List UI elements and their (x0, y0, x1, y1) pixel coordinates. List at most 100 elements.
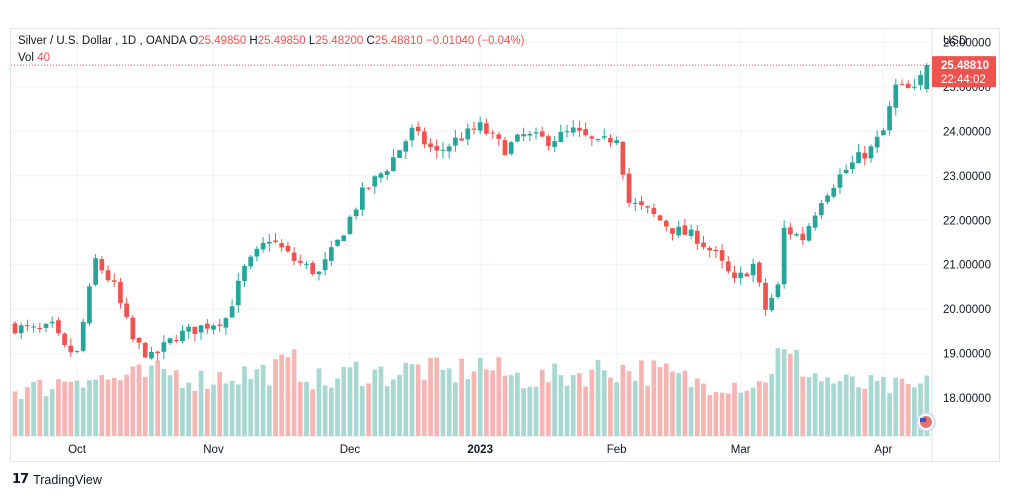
volume-bar (415, 364, 421, 436)
volume-bar (378, 366, 384, 436)
candle-body (74, 350, 80, 352)
candle-body (217, 324, 223, 326)
chart-legend-ohlc: Silver / U.S. Dollar , 1D , OANDA O25.49… (18, 35, 524, 47)
candle-body (266, 241, 272, 244)
volume-bar (130, 366, 136, 436)
candle-body (173, 339, 179, 342)
candle-body (787, 227, 793, 235)
volume-bar (800, 376, 806, 436)
candle-body (434, 145, 440, 151)
candle-body (521, 134, 526, 137)
volume-bar (812, 373, 818, 436)
candle-body (868, 146, 874, 159)
candle-body (725, 261, 731, 272)
tradingview-brand[interactable]: 17 TradingView (12, 472, 102, 487)
volume-bar (477, 357, 483, 436)
volume-bar (25, 387, 30, 436)
vol-label: Vol (18, 52, 34, 64)
volume-bar (905, 383, 911, 436)
candle-body (850, 162, 855, 170)
candle-body (490, 132, 495, 134)
volume-bar (56, 379, 61, 436)
candle-body (881, 130, 886, 136)
candle-body (384, 170, 390, 175)
volume-bar (173, 370, 179, 436)
candle-body (43, 323, 49, 328)
volume-bar (204, 388, 210, 436)
candle-body (626, 173, 632, 203)
candle-body (62, 333, 67, 346)
volume-bar (428, 357, 433, 436)
candle-body (248, 256, 254, 267)
volume-bar (899, 378, 905, 436)
volume-bar (372, 369, 378, 436)
time-tick-label: Dec (340, 444, 361, 456)
volume-bar (434, 357, 440, 436)
candle-body (632, 202, 638, 204)
chart-frame[interactable] (10, 28, 1000, 462)
volume-bar (502, 375, 508, 436)
volume-bar (471, 371, 477, 436)
candle-body (775, 284, 781, 297)
volume-bar (74, 380, 80, 436)
candle-body (304, 263, 309, 265)
volume-bar (608, 377, 613, 436)
volume-bar (180, 387, 185, 436)
volume-bar (713, 392, 719, 436)
candle-body (750, 263, 756, 276)
volume-bar (248, 378, 254, 436)
volume-bar (409, 364, 415, 436)
chart-legend-volume: Vol 40 (18, 52, 50, 64)
candle-body (422, 131, 427, 145)
candle-body (341, 235, 347, 242)
candle-body (273, 240, 278, 242)
candle-body (546, 136, 551, 146)
candle-body (595, 138, 601, 141)
currency-label: USD (943, 35, 967, 47)
candle-body (645, 206, 651, 208)
volume-bar (43, 396, 49, 436)
candle-body (68, 345, 74, 353)
volume-bar (781, 349, 787, 436)
candle-body (446, 146, 452, 152)
volume-bar (701, 383, 706, 436)
candle-body (570, 127, 576, 133)
candle-body (409, 127, 415, 141)
volume-bar (242, 366, 247, 436)
candle-body (372, 176, 378, 187)
volume-bar (186, 382, 192, 436)
candle-body (539, 131, 545, 137)
volume-bar (843, 374, 849, 436)
candle-body (818, 203, 824, 216)
candle-body (93, 258, 98, 285)
volume-bar (645, 385, 651, 436)
candle-body (484, 123, 489, 134)
volume-bar (279, 354, 285, 436)
candle-body (161, 342, 167, 352)
volume-bar (515, 372, 520, 436)
candle-body (912, 86, 917, 88)
volume-bar (484, 369, 489, 436)
candle-body (682, 225, 688, 235)
candle-body (428, 143, 433, 148)
volume-bar (614, 382, 620, 436)
volume-bar (260, 365, 266, 436)
volume-bar (384, 386, 390, 436)
candle-body (25, 325, 30, 327)
volume-bar (694, 378, 700, 436)
interval: 1D (121, 35, 137, 47)
candle-body (149, 351, 154, 359)
volume-bar (769, 373, 775, 436)
candle-body (614, 140, 620, 144)
volume-bar (87, 380, 92, 436)
candle-body (204, 323, 210, 329)
candle-body (670, 228, 675, 234)
volume-bar (347, 367, 353, 436)
candle-body (316, 271, 322, 275)
price-tick-label: 18.00000 (943, 393, 991, 405)
volume-bar (601, 370, 607, 436)
volume-bar (539, 369, 545, 436)
candle-body (577, 127, 582, 131)
candle-body (657, 215, 663, 221)
